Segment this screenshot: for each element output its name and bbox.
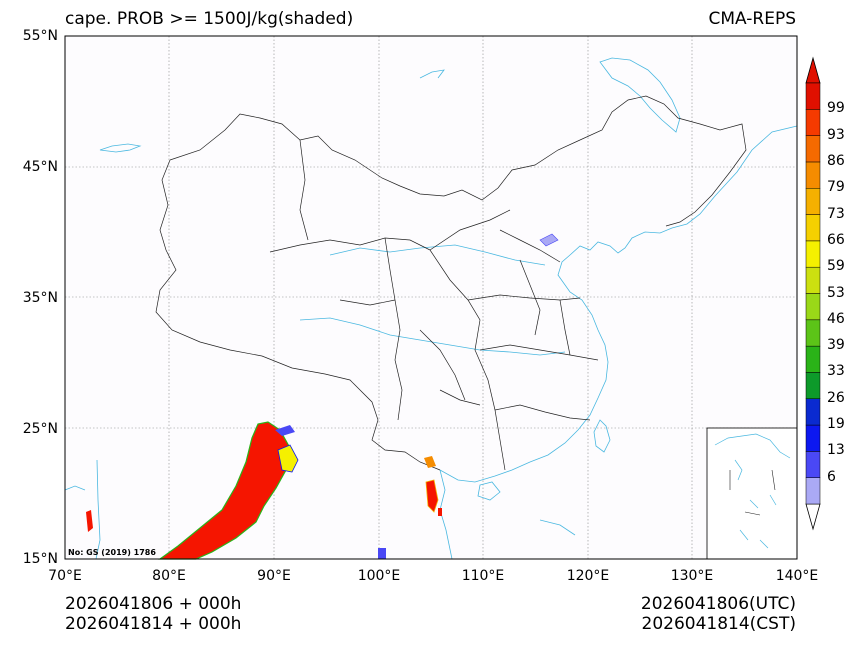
lat-label-35: 35°N [22,290,58,306]
init-time-cst: 2026041814 + 000h [65,614,242,634]
colorbar-segment [805,214,821,242]
colorbar-segment [805,372,821,399]
valid-time-utc: 2026041806(UTC) [640,594,796,614]
colorbar-segment [805,398,821,426]
prob-region-south [378,548,386,559]
lon-label-90: 90°E [257,568,291,584]
colorbar-segment [805,161,821,189]
colorbar-segment [805,240,821,268]
colorbar-segment [805,293,821,321]
colorbar-tick-label: 66 [827,231,845,248]
colorbar-segment [805,109,821,136]
init-time-utc: 2026041806 + 000h [65,594,242,614]
colorbar-tick-label: 53 [827,284,845,301]
colorbar-bottom-arrow [805,503,821,531]
lon-label-70: 70°E [48,568,82,584]
lon-label-80: 80°E [152,568,186,584]
map-frame [64,35,798,560]
prob-region-indochina-2 [424,456,436,468]
colorbar-tick-label: 99 [827,100,845,117]
colorbar-segment [805,266,821,294]
colorbar-segment [805,82,821,110]
lat-label-45: 45°N [22,159,58,175]
prob-region-indochina [425,479,439,513]
prob-region-blue [275,425,295,436]
colorbar-tick-label: 6 [827,468,836,485]
lon-label-110: 110°E [461,568,505,584]
colorbar-segment [805,319,821,347]
footer-left: 2026041806 + 000h 2026041814 + 000h [65,594,241,634]
colorbar-tick-label: 26 [827,389,845,406]
lon-label-140: 140°E [775,568,819,584]
map-approval-note: No: GS (2019) 1786 [68,548,156,557]
prob-region-indochina-3 [438,508,442,516]
lon-label-120: 120°E [566,568,610,584]
map-title: cape. PROB >= 1500J/kg(shaded) [65,9,354,29]
colorbar-segment [805,424,821,452]
valid-time-cst: 2026041814(CST) [641,614,796,634]
graticule [65,36,797,559]
colorbar-tick-label: 59 [827,258,845,275]
lat-label-15: 15°N [22,551,58,567]
colorbar-segment [805,451,821,478]
colorbar-tick-label: 93 [827,126,845,143]
lon-label-130: 130°E [670,568,714,584]
cape-probability-shading [86,233,559,560]
lon-label-100: 100°E [357,568,401,584]
colorbar-top-arrow [805,56,821,84]
borders [155,95,747,471]
footer-right: 2026041806(UTC) 2026041814(CST) [641,594,796,634]
prob-region-edge [277,444,299,473]
lat-label-55: 55°N [22,28,58,44]
colorbar [805,56,821,531]
colorbar-tick-label: 13 [827,442,845,459]
colorbar-segment [805,188,821,215]
colorbar-tick-label: 19 [827,416,845,433]
colorbar-tick-label: 39 [827,337,845,354]
colorbar-segment [805,345,821,373]
colorbar-segment [805,477,821,505]
prob-region-north-china [539,233,559,247]
colorbar-tick-label: 73 [827,205,845,222]
colorbar-tick-label: 33 [827,363,845,380]
model-name: CMA-REPS [708,9,796,29]
lat-label-25: 25°N [22,421,58,437]
south-china-sea-inset [706,427,798,560]
colorbar-tick-label: 46 [827,310,845,327]
colorbar-segment [805,135,821,163]
colorbar-tick-label: 86 [827,152,845,169]
colorbar-tick-label: 79 [827,179,845,196]
map-background [65,36,797,559]
prob-region-india [86,510,93,532]
